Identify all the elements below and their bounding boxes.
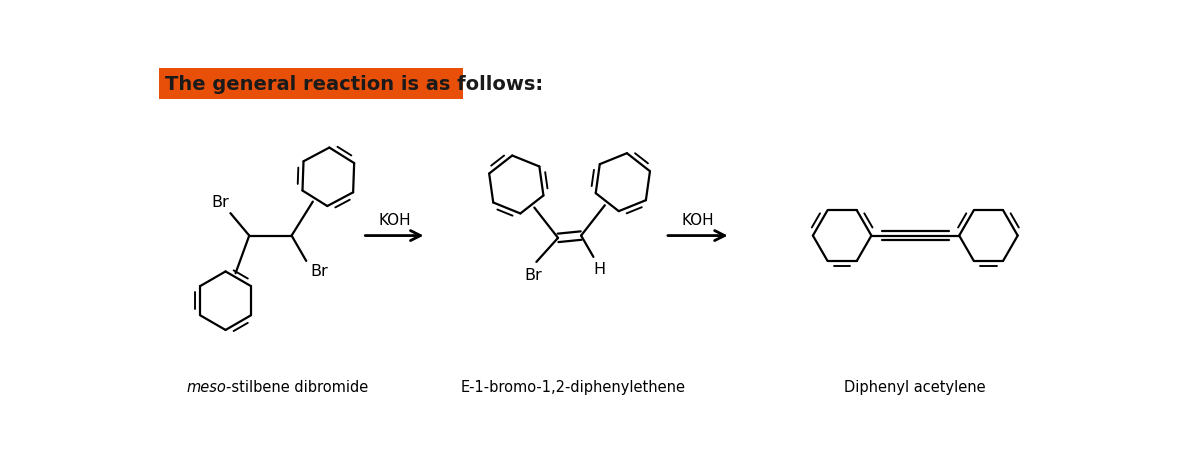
Bar <box>160 68 463 99</box>
Text: Diphenyl acetylene: Diphenyl acetylene <box>845 380 986 395</box>
Text: KOH: KOH <box>682 212 714 227</box>
Text: Br: Br <box>311 264 329 279</box>
Text: meso: meso <box>186 380 226 395</box>
Text: Br: Br <box>524 268 542 283</box>
Text: H: H <box>594 262 606 277</box>
Text: The general reaction is as follows:: The general reaction is as follows: <box>166 75 544 94</box>
Text: -stilbene dibromide: -stilbene dibromide <box>226 380 368 395</box>
Text: E-1-bromo-1,2-diphenylethene: E-1-bromo-1,2-diphenylethene <box>460 380 685 395</box>
Text: Br: Br <box>211 195 229 210</box>
Text: KOH: KOH <box>378 212 410 227</box>
